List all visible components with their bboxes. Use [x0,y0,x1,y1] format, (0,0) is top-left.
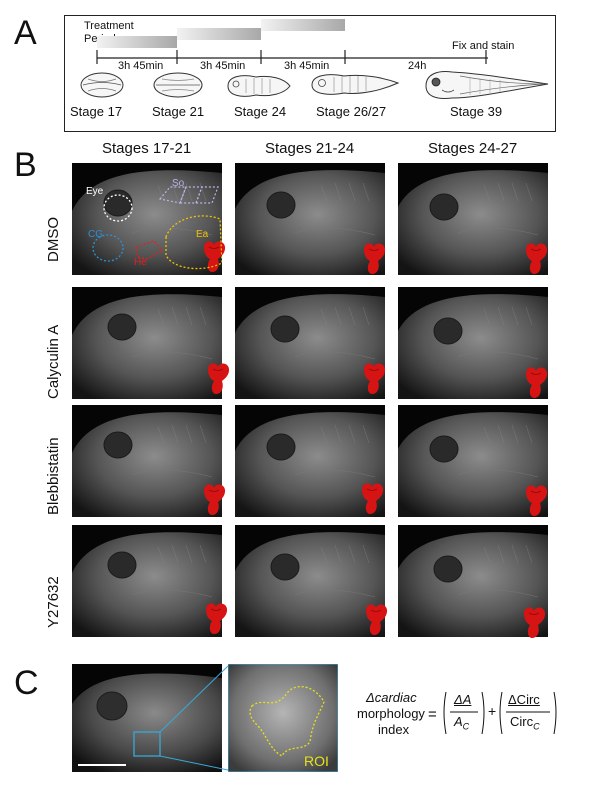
micrograph-dmso-stages-24-27 [398,163,548,275]
heart-model-calyculin-a-stages-24-27 [526,367,548,398]
row-header-blebbistatin: Blebbistatin [45,437,62,515]
panel-label-c: C [14,664,39,702]
treatment-bar-21-24 [177,28,261,40]
embryo-stage-26-27-drawing [311,74,400,95]
formula-term1-denominator: AC [454,714,470,732]
eye-outline [103,194,133,222]
treatment-timeline-box [64,15,556,132]
heart-model-blebbistatin-stages-21-24 [362,483,384,514]
panel-c-roi-inset [228,664,338,772]
annotation-so: So [172,178,185,189]
embryo-stage-17-drawing [80,72,124,98]
heart-model-dmso-stages-24-27 [526,243,548,274]
micrograph-dmso-stages-17-21 [72,163,222,275]
formula-lhs-line1: Δcardiac [366,690,417,705]
stage-label-39: Stage 39 [450,104,503,119]
heart-model-blebbistatin-stages-17-21 [204,484,226,515]
micrograph-calyculin-a-stages-24-27 [398,287,548,399]
somite-outlines [158,186,219,204]
interval-label-2: 3h 45min [200,60,246,72]
stage-label-26-27: Stage 26/27 [316,104,387,119]
micrograph-dmso-stages-21-24 [235,163,385,275]
stage-label-24: Stage 24 [234,104,287,119]
annotation-eye: Eye [86,186,104,197]
annotation-he: He [134,257,147,268]
inset-zoom-lines [159,665,229,771]
heart-model-dmso-stages-17-21 [204,241,226,272]
heart-model-blebbistatin-stages-24-27 [526,485,548,516]
timeline-axis [96,50,488,64]
embryo-stage-21-drawing [153,72,203,98]
micrograph-calyculin-a-stages-17-21 [72,287,222,399]
formula-term2-numerator: ΔCirc [508,692,540,707]
formula-equals: = [428,706,437,723]
interval-label-4: 24h [408,60,427,72]
roi-label: ROI [304,753,329,769]
formula-plus: + [488,703,497,719]
stage-label-17: Stage 17 [70,104,123,119]
heart-model-y27632-stages-21-24 [366,604,388,635]
stage-label-21: Stage 21 [152,104,205,119]
embryo-stage-24-drawing [227,75,291,97]
panel-label-b: B [14,146,37,184]
row-header-dmso: DMSO [45,217,62,262]
interval-label-1: 3h 45min [118,60,164,72]
inset-selection-box [133,731,161,757]
cement-gland-outline [92,234,124,262]
column-header-stages-17-21: Stages 17-21 [102,140,192,157]
micrograph-y27632-stages-21-24 [235,525,385,637]
annotation-ea: Ea [196,229,209,240]
micrograph-calyculin-a-stages-21-24 [235,287,385,399]
micrograph-y27632-stages-17-21 [72,525,222,637]
formula-lhs-line3: index [378,722,410,737]
heart-model-y27632-stages-24-27 [524,607,546,638]
fix-and-stain-label: Fix and stain [452,40,515,52]
formula-brackets [443,691,557,735]
heart-model-calyculin-a-stages-17-21 [208,363,230,394]
treatment-periods-label-line1: Treatment [84,20,134,32]
micrograph-blebbistatin-stages-21-24 [235,405,385,517]
treatment-bar-17-21 [97,36,177,48]
heart-model-dmso-stages-21-24 [364,243,386,274]
embryo-stage-39-drawing [425,71,549,99]
annotation-cg: CG [88,229,103,240]
micrograph-blebbistatin-stages-17-21 [72,405,222,517]
panel-label-a: A [14,14,37,52]
heart-model-y27632-stages-17-21 [206,603,228,634]
formula-term2-denominator: CircC [510,714,540,732]
formula-term1-numerator: ΔA [454,692,472,707]
heart-model-calyculin-a-stages-21-24 [364,363,386,394]
row-header-y27632: Y27632 [45,576,62,628]
roi-outline [249,686,325,757]
panel-c-overview-micrograph [72,664,222,772]
ear-outline [165,215,222,270]
micrograph-y27632-stages-24-27 [398,525,548,637]
column-header-stages-21-24: Stages 21-24 [265,140,355,157]
column-header-stages-24-27: Stages 24-27 [428,140,518,157]
micrograph-blebbistatin-stages-24-27 [398,405,548,517]
treatment-bar-24-27 [261,19,345,31]
formula-lhs-line2: morphology [357,706,425,721]
row-header-calyculin-a: Calyculin A [45,324,62,399]
dmso-annotation-overlay [92,186,222,270]
interval-label-3: 3h 45min [284,60,330,72]
